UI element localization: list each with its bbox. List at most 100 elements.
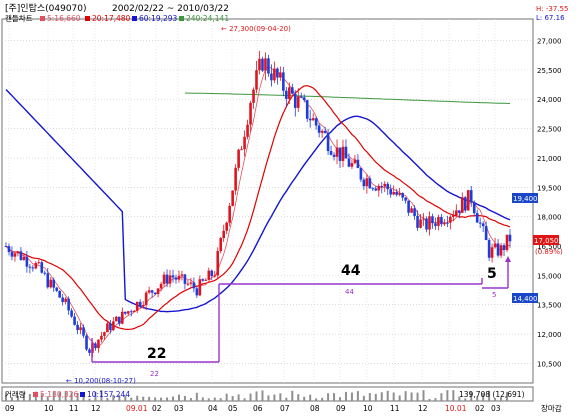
candle-body bbox=[422, 218, 425, 220]
candle-body bbox=[162, 274, 166, 284]
candle-body bbox=[240, 149, 243, 151]
volume-bar bbox=[368, 393, 371, 401]
volume-bar bbox=[398, 395, 401, 401]
candle-body bbox=[305, 100, 309, 119]
candle-body bbox=[138, 301, 142, 307]
candle-body bbox=[320, 130, 324, 133]
x-tick-label: 12 bbox=[418, 404, 428, 413]
candle-body bbox=[192, 282, 196, 289]
candle-body bbox=[207, 270, 211, 280]
candle-body bbox=[165, 274, 169, 284]
count-5-label: 5 bbox=[487, 266, 497, 282]
volume-bar bbox=[231, 396, 234, 401]
candle-body bbox=[314, 118, 318, 126]
candle-body bbox=[141, 305, 145, 307]
candle-body bbox=[267, 58, 270, 74]
low-annotation: ← 10,200(08-10-27) bbox=[66, 377, 136, 385]
hl-low: L: 67.16 bbox=[536, 14, 565, 22]
candle-body bbox=[97, 339, 100, 349]
high-annotation: ← 27,300(09-04-20) bbox=[221, 25, 291, 33]
candle-body bbox=[174, 277, 178, 280]
candle-body bbox=[52, 279, 56, 288]
candle-body bbox=[338, 147, 342, 161]
volume-bar bbox=[219, 398, 222, 401]
candle-body bbox=[481, 223, 485, 227]
candle-body bbox=[115, 316, 118, 322]
candle-body bbox=[410, 208, 413, 213]
candle-body bbox=[487, 240, 491, 258]
volume-bar bbox=[482, 393, 485, 401]
count-44-label: 44 bbox=[341, 263, 361, 279]
candle-body bbox=[58, 290, 61, 298]
hl-high: H: -37.55 bbox=[536, 5, 568, 13]
candle-body bbox=[290, 87, 294, 94]
x-tick-label: 10 bbox=[363, 404, 373, 413]
candle-body bbox=[159, 283, 163, 289]
candle-body bbox=[28, 266, 32, 268]
candle-body bbox=[458, 210, 461, 213]
candle-body bbox=[484, 226, 488, 241]
candle-body bbox=[132, 310, 136, 313]
candle-body bbox=[434, 223, 437, 226]
candle-body bbox=[22, 256, 26, 260]
candle-body bbox=[252, 89, 255, 103]
candle-body bbox=[255, 70, 258, 90]
candle-body bbox=[43, 272, 47, 274]
candle-body bbox=[109, 323, 112, 330]
count-22-label: 22 bbox=[147, 346, 166, 362]
volume-legend-5: 5:130,326 bbox=[40, 390, 79, 399]
candle-body bbox=[347, 158, 351, 167]
volume-bar bbox=[58, 392, 61, 401]
candle-body bbox=[189, 282, 193, 284]
candle-body bbox=[258, 58, 261, 71]
volume-bar bbox=[494, 398, 497, 401]
x-tick-label: 07 bbox=[280, 404, 290, 413]
volume-bar bbox=[362, 395, 365, 401]
volume-bar bbox=[16, 395, 19, 401]
candle-body bbox=[237, 149, 240, 168]
candle-body bbox=[395, 191, 398, 195]
candle-body bbox=[368, 178, 372, 189]
candle-body bbox=[112, 321, 115, 330]
candle-body bbox=[344, 146, 348, 159]
y-tick-label: 12,000 bbox=[537, 331, 562, 339]
volume-bar bbox=[374, 393, 377, 401]
volume-swatch-10 bbox=[80, 392, 85, 397]
candle-body bbox=[326, 132, 330, 152]
volume-bar bbox=[112, 394, 115, 401]
volume-bar bbox=[464, 398, 467, 401]
volume-bar bbox=[500, 397, 503, 401]
candle-body bbox=[440, 217, 443, 225]
ma20-line bbox=[5, 85, 511, 331]
candle-body bbox=[380, 186, 384, 188]
candle-body bbox=[228, 205, 231, 223]
last-price-badge bbox=[533, 235, 559, 245]
candle-body bbox=[350, 163, 354, 167]
volume-bar bbox=[255, 391, 258, 401]
volume-bar bbox=[76, 392, 79, 401]
volume-bar bbox=[410, 392, 413, 401]
x-tick-label: 08 bbox=[310, 404, 320, 413]
candle-body bbox=[31, 267, 35, 269]
volume-bar bbox=[148, 396, 151, 401]
candle-body bbox=[37, 262, 41, 264]
candle-body bbox=[502, 245, 506, 251]
ma20-path bbox=[5, 85, 511, 331]
candle-body bbox=[219, 238, 223, 252]
volume-bar bbox=[207, 398, 210, 401]
candle-body bbox=[40, 262, 44, 273]
candle-body bbox=[106, 323, 109, 333]
ma240-path bbox=[184, 92, 511, 104]
volume-bar bbox=[142, 396, 145, 401]
volume-bar bbox=[237, 394, 240, 401]
volume-bar bbox=[172, 396, 175, 401]
candle-body bbox=[293, 93, 297, 108]
candle-body bbox=[332, 154, 336, 157]
candle-body bbox=[490, 247, 494, 258]
legend-name: 캔들차트 bbox=[5, 13, 33, 23]
candle-body bbox=[463, 197, 467, 211]
candle-body bbox=[371, 188, 375, 190]
x-tick-label: 11 bbox=[69, 404, 79, 413]
candle-body bbox=[299, 96, 303, 98]
